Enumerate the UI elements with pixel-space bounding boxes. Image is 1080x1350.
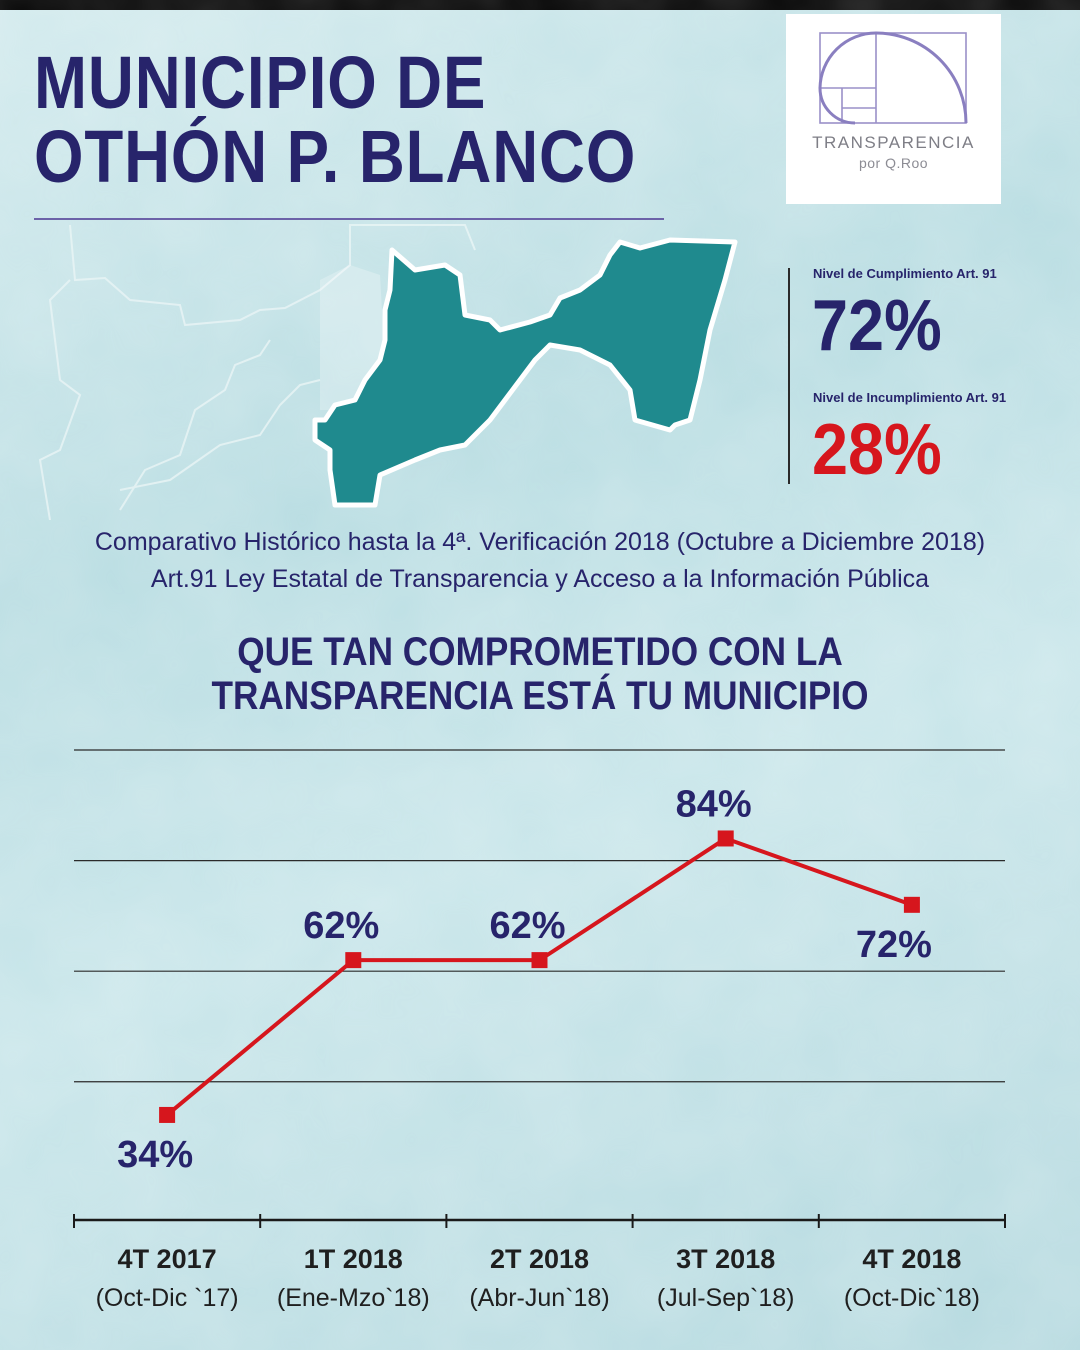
incumplimiento-label: Nivel de Incumplimiento Art. 91 <box>813 390 1007 405</box>
title-line-2: OTHÓN P. BLANCO <box>34 115 637 198</box>
subtitle-line-1: Comparativo Histórico hasta la 4ª. Verif… <box>94 528 986 556</box>
page-title: MUNICIPIO DE OTHÓN P. BLANCO <box>34 46 636 194</box>
data-point <box>159 1106 176 1123</box>
x-tick-sublabel: (Jul-Sep`18) <box>657 1284 795 1312</box>
data-label: 84% <box>676 783 752 825</box>
logo-name: TRANSPARENCIA <box>812 133 975 152</box>
cumplimiento-value: 72% <box>812 286 942 366</box>
headline: QUE TAN COMPROMETIDO CON LA TRANSPARENCI… <box>65 630 1015 718</box>
x-tick-label: 4T 2017 <box>118 1244 217 1274</box>
x-tick-label: 4T 2018 <box>862 1244 961 1274</box>
othon-p-blanco-region <box>312 237 738 508</box>
transparencia-logo: TRANSPARENCIA por Q.Roo <box>786 14 1001 204</box>
municipality-map <box>38 224 738 520</box>
line-chart: 34% 62% 62% 84% 72% 4T 2017 (Oct-Dic `17) 1T 20… <box>73 749 1006 1312</box>
stats-divider <box>788 268 790 484</box>
cumplimiento-label: Nivel de Cumplimiento Art. 91 <box>813 266 997 281</box>
headline-line-2: TRANSPARENCIA ESTÁ TU MUNICIPIO <box>211 674 869 718</box>
x-tick-sublabel: (Oct-Dic`18) <box>844 1284 980 1312</box>
data-label: 34% <box>117 1134 193 1176</box>
headline-line-1: QUE TAN COMPROMETIDO CON LA <box>237 630 843 674</box>
x-tick-sublabel: (Abr-Jun`18) <box>469 1284 609 1312</box>
data-point <box>717 830 734 847</box>
data-point <box>531 952 548 969</box>
title-line-1: MUNICIPIO DE <box>34 41 487 124</box>
data-label: 72% <box>856 924 932 966</box>
x-tick-label: 3T 2018 <box>676 1244 775 1274</box>
series-line <box>165 836 913 1117</box>
golden-spiral-logo-icon <box>818 31 968 125</box>
x-tick-label: 1T 2018 <box>304 1244 403 1274</box>
x-tick-sublabel: (Oct-Dic `17) <box>96 1284 239 1312</box>
data-label: 62% <box>303 905 379 947</box>
x-tick-sublabel: (Ene-Mzo`18) <box>277 1284 430 1312</box>
data-point <box>345 952 362 969</box>
title-divider <box>34 218 664 220</box>
subtitle-line-2: Art.91 Ley Estatal de Transparencia y Ac… <box>150 565 930 593</box>
logo-subtitle: por Q.Roo <box>858 155 929 171</box>
data-label: 62% <box>489 905 565 947</box>
x-tick-label: 2T 2018 <box>490 1244 589 1274</box>
incumplimiento-value: 28% <box>812 410 942 490</box>
data-point <box>903 896 920 913</box>
